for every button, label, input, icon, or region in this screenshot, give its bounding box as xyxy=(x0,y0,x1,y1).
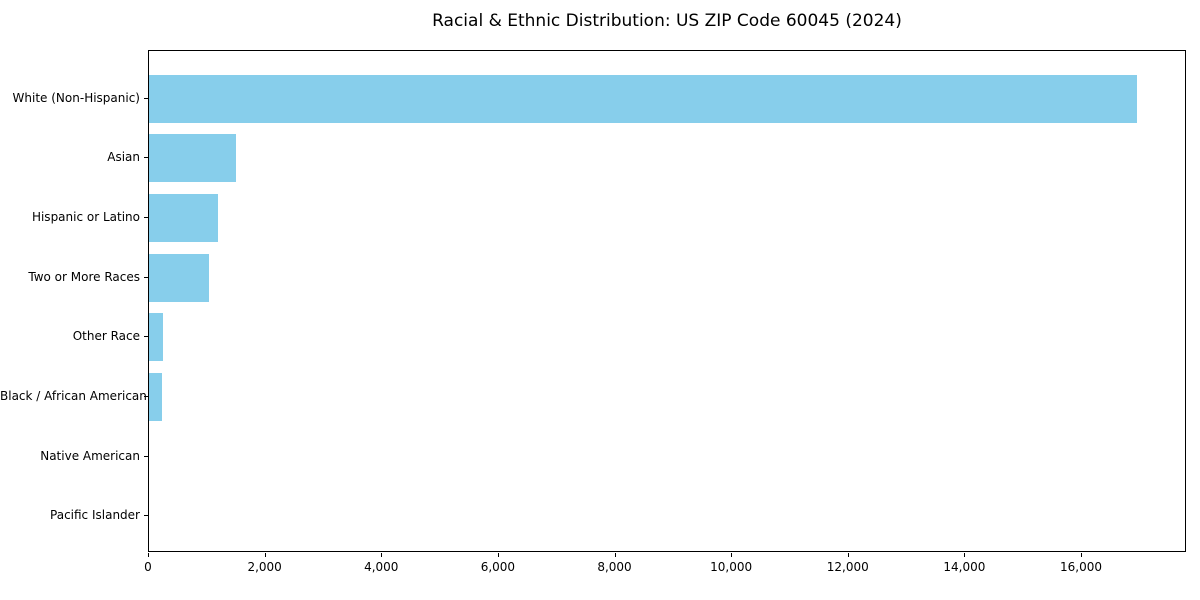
y-tick-label: Black / African American xyxy=(0,389,147,403)
bar-white-non-hispanic xyxy=(149,74,1138,123)
y-tick-label: White (Non-Hispanic) xyxy=(12,90,140,105)
chart-title: Racial & Ethnic Distribution: US ZIP Cod… xyxy=(432,11,902,31)
x-tick-mark xyxy=(264,553,266,557)
x-tick-label: 0 xyxy=(144,560,152,574)
plot-area xyxy=(148,50,1186,552)
x-tick-label: 16,000 xyxy=(1060,560,1103,574)
y-tick-mark xyxy=(144,276,148,278)
x-tick-label: 2,000 xyxy=(247,560,282,574)
x-tick-label: 12,000 xyxy=(826,560,869,574)
bar-other-race xyxy=(149,313,163,362)
y-tick-label: Other Race xyxy=(72,329,140,344)
y-tick-label: Pacific Islander xyxy=(50,508,140,523)
bar-two-or-more-races xyxy=(149,253,210,302)
x-tick-mark xyxy=(964,553,966,557)
y-tick-label: Native American xyxy=(40,448,140,463)
x-tick-mark xyxy=(614,553,616,557)
x-tick-label: 8,000 xyxy=(597,560,632,574)
x-tick-label: 14,000 xyxy=(943,560,986,574)
y-tick-mark xyxy=(144,157,148,159)
x-tick-mark xyxy=(148,553,149,557)
bar-hispanic-or-latino xyxy=(149,193,218,242)
x-tick-label: 4,000 xyxy=(364,560,399,574)
x-tick-mark xyxy=(847,553,849,557)
x-tick-mark xyxy=(381,553,383,557)
y-tick-label: Asian xyxy=(107,150,140,165)
x-tick-mark xyxy=(731,553,733,557)
bar-asian xyxy=(149,134,236,183)
x-tick-mark xyxy=(1081,553,1083,557)
y-tick-mark xyxy=(144,216,148,218)
y-tick-mark xyxy=(144,515,148,517)
x-tick-mark xyxy=(497,553,499,557)
bar-black-african-american xyxy=(149,373,162,421)
x-tick-label: 10,000 xyxy=(710,560,753,574)
x-tick-label: 6,000 xyxy=(480,560,516,574)
y-tick-mark xyxy=(144,455,148,457)
y-tick-label: Hispanic or Latino xyxy=(31,209,140,224)
y-tick-mark xyxy=(144,336,148,338)
y-tick-label: Two or More Races xyxy=(28,269,140,284)
y-tick-mark xyxy=(144,97,148,99)
y-tick-mark xyxy=(144,396,148,397)
